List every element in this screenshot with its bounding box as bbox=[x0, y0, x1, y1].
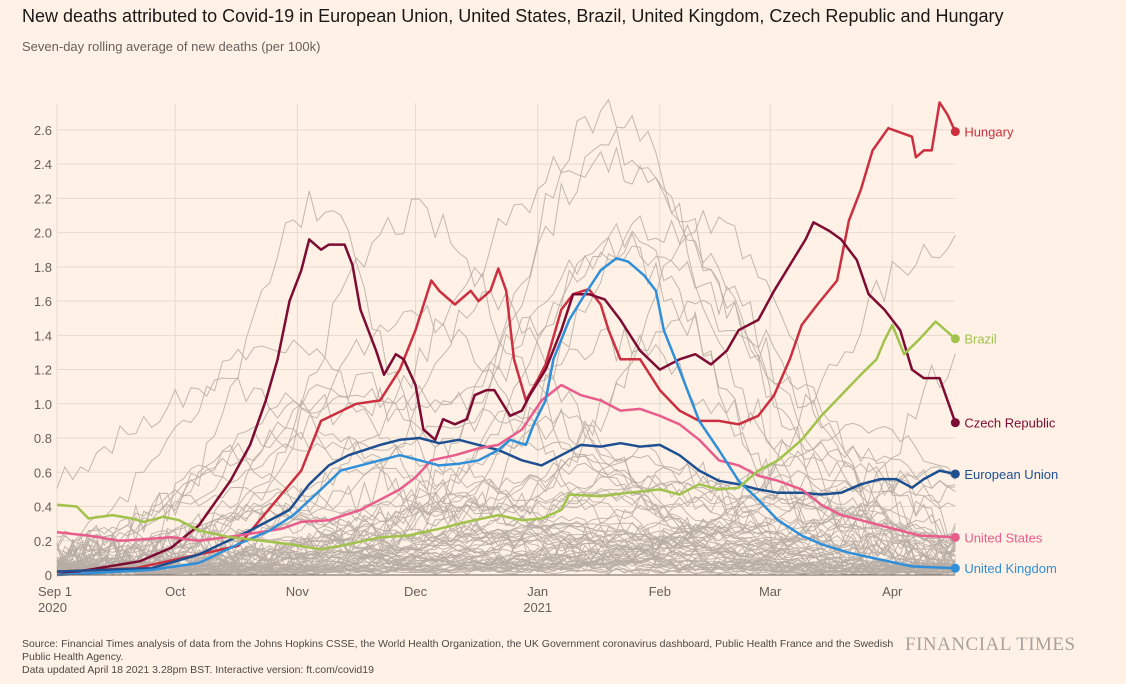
background-country-line bbox=[56, 489, 956, 575]
background-country-line bbox=[56, 480, 956, 576]
background-country-line bbox=[56, 561, 956, 576]
background-country-line bbox=[56, 232, 956, 570]
x-tick-label: Jan bbox=[527, 584, 548, 599]
background-country-line bbox=[56, 408, 956, 574]
y-tick-label: 0.6 bbox=[34, 465, 52, 480]
chart-title: New deaths attributed to Covid-19 in Eur… bbox=[22, 6, 1004, 26]
background-country-line bbox=[56, 98, 956, 575]
series-end-dot bbox=[950, 532, 960, 542]
highlighted-series: Hungary Czech Republic European Union Unite… bbox=[56, 101, 1058, 577]
background-country-line bbox=[56, 299, 956, 576]
background-country-line bbox=[56, 384, 956, 568]
x-tick-label: Sep 1 bbox=[38, 584, 72, 599]
series-label: Czech Republic bbox=[964, 416, 1056, 431]
background-country-line bbox=[56, 509, 956, 576]
background-country-line bbox=[56, 475, 956, 576]
background-country-line bbox=[56, 486, 956, 574]
chart-subtitle: Seven-day rolling average of new deaths … bbox=[22, 39, 321, 54]
x-tick-label: Oct bbox=[165, 584, 186, 599]
series-end-dot bbox=[950, 334, 960, 344]
x-tick-year-label: 2020 bbox=[38, 600, 67, 615]
background-country-line bbox=[56, 494, 956, 576]
y-tick-label: 1.0 bbox=[34, 397, 52, 412]
series-line-united-states bbox=[56, 383, 956, 543]
y-tick-label: 2.0 bbox=[34, 226, 52, 241]
series-line-czech-republic bbox=[56, 221, 957, 577]
background-country-line bbox=[56, 558, 956, 576]
y-tick-label: 2.6 bbox=[34, 123, 52, 138]
background-country-line bbox=[56, 245, 956, 575]
background-country-line bbox=[56, 209, 956, 569]
x-tick-label: Feb bbox=[649, 584, 671, 599]
x-tick-label: Apr bbox=[882, 584, 903, 599]
y-tick-label: 2.2 bbox=[34, 191, 52, 206]
y-tick-label: 0.4 bbox=[34, 500, 52, 515]
series-line-brazil bbox=[56, 320, 957, 551]
series-line-hungary bbox=[56, 101, 957, 573]
x-tick-label: Dec bbox=[404, 584, 428, 599]
y-tick-label: 0 bbox=[45, 568, 52, 583]
series-end-dot bbox=[950, 418, 960, 428]
y-tick-label: 0.2 bbox=[34, 534, 52, 549]
series-label: Hungary bbox=[964, 125, 1014, 140]
y-tick-label: 1.8 bbox=[34, 260, 52, 275]
series-end-dot bbox=[950, 469, 960, 479]
x-tick-label: Nov bbox=[286, 584, 310, 599]
series-label: United Kingdom bbox=[964, 561, 1057, 576]
footer: Source: Financial Times analysis of data… bbox=[22, 638, 902, 677]
series-label: European Union bbox=[964, 467, 1058, 482]
y-tick-label: 2.4 bbox=[34, 157, 52, 172]
series-label: Brazil bbox=[964, 332, 997, 347]
y-tick-label: 1.2 bbox=[34, 363, 52, 378]
series-end-dot bbox=[950, 127, 960, 137]
x-tick-year-label: 2021 bbox=[523, 600, 552, 615]
series-end-dot bbox=[950, 563, 960, 573]
background-country-line bbox=[56, 517, 956, 573]
series-label: United States bbox=[964, 530, 1043, 545]
x-tick-label: Mar bbox=[759, 584, 782, 599]
y-tick-label: 1.6 bbox=[34, 294, 52, 309]
updated-note: Data updated April 18 2021 3.28pm BST. I… bbox=[22, 664, 374, 676]
axes: 0 0.2 0.4 0.6 0.8 1.0 1.2 1.4 1.6 1.8 2.0 2.2 2.4 2.6… bbox=[34, 123, 955, 615]
series-line-united-kingdom bbox=[56, 257, 956, 577]
source-note: Source: Financial Times analysis of data… bbox=[22, 638, 894, 663]
series-line-european-union bbox=[56, 436, 956, 573]
background-country-line bbox=[56, 304, 956, 568]
y-tick-label: 0.8 bbox=[34, 431, 52, 446]
background-country-line bbox=[56, 127, 956, 576]
ft-logo: FINANCIAL TIMES bbox=[905, 634, 1076, 655]
y-tick-label: 1.4 bbox=[34, 328, 52, 343]
